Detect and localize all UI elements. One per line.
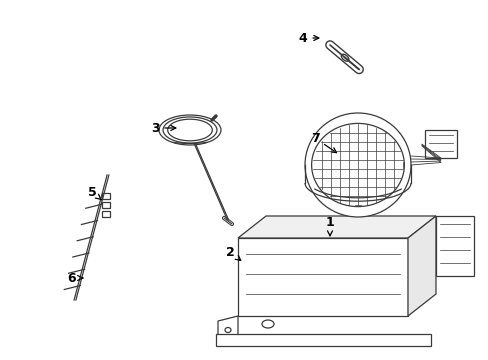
Ellipse shape — [224, 328, 230, 333]
Text: 1: 1 — [325, 216, 334, 236]
Bar — [337, 173, 351, 181]
Bar — [102, 193, 110, 199]
Bar — [373, 173, 387, 181]
Bar — [355, 173, 369, 181]
Bar — [216, 334, 430, 346]
Bar — [102, 202, 110, 208]
Bar — [391, 173, 405, 181]
Text: 4: 4 — [298, 31, 318, 45]
Bar — [238, 238, 407, 316]
Bar — [102, 211, 110, 217]
Ellipse shape — [262, 320, 273, 328]
Bar — [424, 130, 456, 158]
Text: 7: 7 — [310, 131, 336, 153]
Text: 5: 5 — [87, 185, 101, 200]
Bar — [435, 216, 473, 276]
Ellipse shape — [305, 113, 410, 217]
Polygon shape — [407, 216, 435, 316]
Ellipse shape — [311, 123, 404, 207]
Bar — [319, 173, 333, 181]
Text: 2: 2 — [225, 246, 240, 260]
Polygon shape — [218, 316, 238, 341]
Polygon shape — [238, 216, 435, 238]
Text: 6: 6 — [67, 271, 82, 284]
Text: 3: 3 — [150, 122, 176, 135]
